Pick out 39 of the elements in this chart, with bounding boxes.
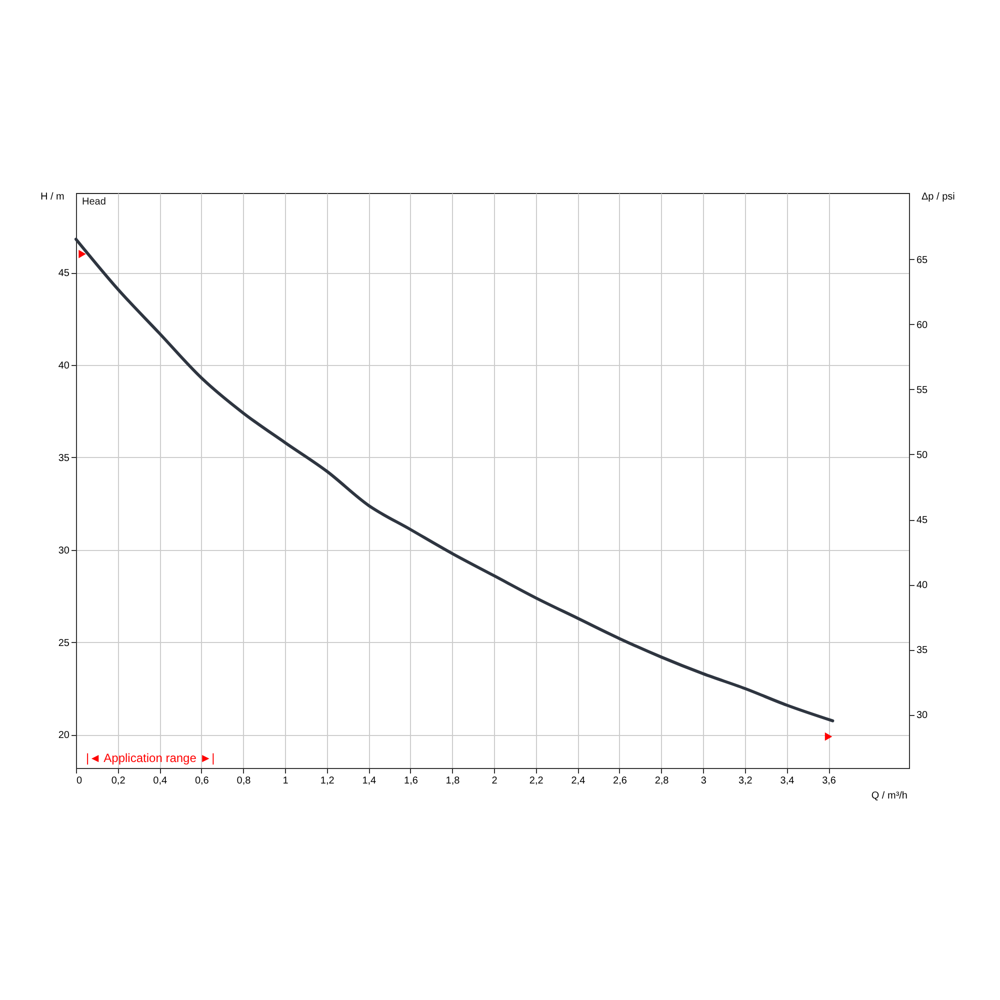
x-tick-label: 1,6 xyxy=(404,776,418,786)
x-tick-label: 2,4 xyxy=(571,776,586,786)
y2-tick-label: 55 xyxy=(916,384,928,396)
y-axis-title: H / m xyxy=(40,192,64,202)
x-tick-label: 3,4 xyxy=(780,776,795,786)
chart-title: Head xyxy=(82,196,106,208)
x-tick-label: 0,2 xyxy=(111,776,126,786)
y2-axis-title: Δp / psi xyxy=(922,192,955,202)
x-tick-label: 2 xyxy=(492,776,498,786)
x-tick-label: 1,2 xyxy=(320,776,335,786)
x-tick-label: 2,8 xyxy=(654,776,670,786)
y2-tick-label: 45 xyxy=(916,515,928,526)
x-tick-label: 0,4 xyxy=(153,776,168,786)
y2-tick-label: 65 xyxy=(916,254,928,266)
x-tick-label: 0 xyxy=(76,776,82,786)
y2-tick-label: 40 xyxy=(916,580,928,592)
x-tick-label: 2,2 xyxy=(529,776,544,786)
annotation: |◄ Application range ►| xyxy=(86,751,215,765)
y-tick-label: 35 xyxy=(58,452,70,464)
x-tick-label: 1,4 xyxy=(362,776,377,786)
x-tick-label: 1,8 xyxy=(446,776,460,786)
y-tick-label: 30 xyxy=(58,545,70,556)
x-tick-label: 3,6 xyxy=(822,776,836,786)
y2-tick-label: 35 xyxy=(916,645,928,656)
y2-tick-label: 60 xyxy=(916,320,928,331)
x-tick-label: 1 xyxy=(282,776,289,786)
y-tick-label: 20 xyxy=(58,730,70,742)
y2-tick-label: 30 xyxy=(916,710,928,722)
x-axis-title: Q / m³/h xyxy=(871,790,908,802)
x-tick-label: 3 xyxy=(700,776,707,786)
y-tick-label: 40 xyxy=(58,360,70,372)
y-tick-label: 45 xyxy=(58,268,70,279)
y2-tick-label: 50 xyxy=(916,450,928,461)
x-tick-label: 0,8 xyxy=(236,776,252,786)
y-tick-label: 25 xyxy=(58,638,70,649)
x-tick-label: 3,2 xyxy=(738,776,753,786)
line-series xyxy=(74,238,834,722)
x-tick-label: 2,6 xyxy=(613,776,628,786)
x-tick-label: 0,6 xyxy=(194,776,210,786)
